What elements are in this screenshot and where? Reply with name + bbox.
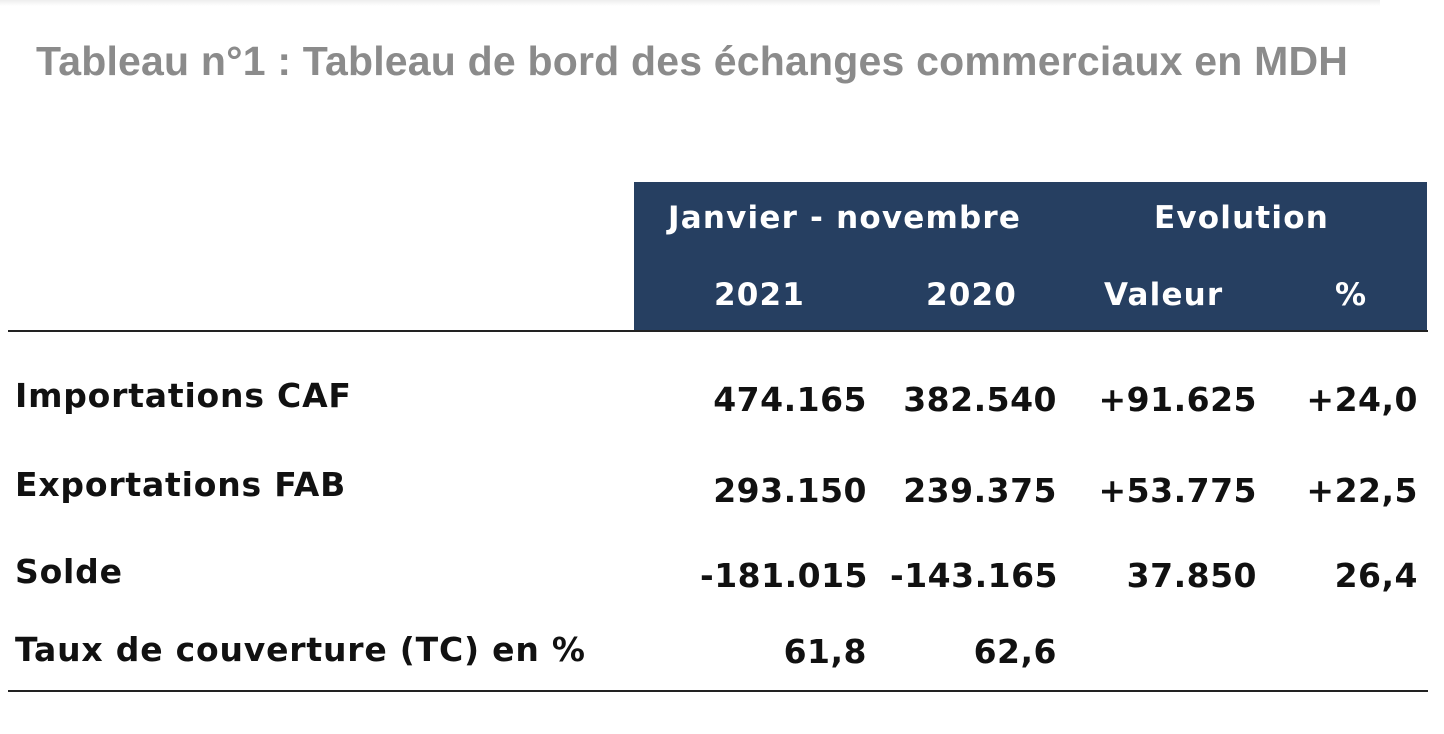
cell-2020: -143.165 [890, 556, 1059, 595]
row-label: Taux de couverture (TC) en % [15, 630, 586, 669]
cell-pct: +24,0 [1306, 380, 1418, 419]
cell-valeur: +53.775 [1098, 471, 1257, 510]
cell-2020: 239.375 [903, 471, 1057, 510]
header-col-2020: 2020 [926, 277, 1018, 313]
top-shade [0, 0, 1380, 6]
cell-2020: 382.540 [903, 380, 1057, 419]
header-col-2021: 2021 [714, 277, 806, 313]
footer-rule [8, 690, 1428, 692]
cell-2021: -181.015 [700, 556, 869, 595]
header-col-pct: % [1335, 277, 1368, 313]
cell-pct: 26,4 [1334, 556, 1418, 595]
cell-pct: +22,5 [1306, 471, 1418, 510]
cell-2021: 474.165 [713, 380, 867, 419]
cell-valeur: 37.850 [1126, 556, 1257, 595]
header-group-evolution: Evolution [1154, 200, 1329, 236]
cell-valeur: +91.625 [1098, 380, 1257, 419]
row-label: Importations CAF [15, 376, 352, 415]
cell-2020: 62,6 [973, 632, 1057, 671]
page-title: Tableau n°1 : Tableau de bord des échang… [36, 38, 1349, 84]
header-col-valeur: Valeur [1104, 277, 1224, 313]
header-group-period: Janvier - novembre [668, 200, 1022, 236]
header-rule [8, 330, 1428, 332]
row-label: Solde [15, 552, 123, 591]
cell-2021: 293.150 [713, 471, 867, 510]
table-header: Janvier - novembre Evolution 2021 2020 V… [634, 182, 1427, 330]
cell-2021: 61,8 [783, 632, 867, 671]
row-label: Exportations FAB [15, 465, 347, 504]
